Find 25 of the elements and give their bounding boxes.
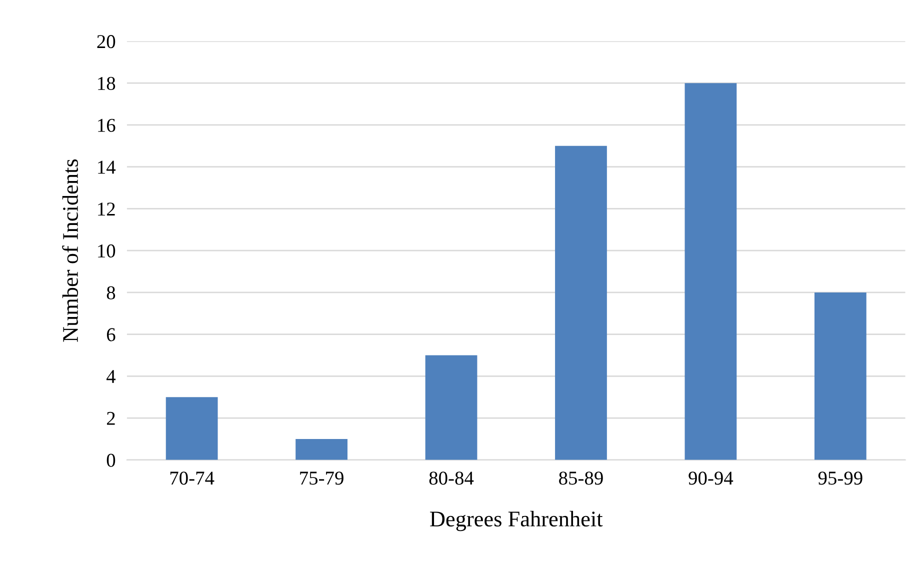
y-tick-label: 0 bbox=[106, 454, 116, 467]
y-tick-label: 12 bbox=[98, 202, 115, 216]
x-tick-label: 80-84 bbox=[429, 472, 474, 485]
y-tick-label: 6 bbox=[106, 328, 116, 342]
y-tick-label: 18 bbox=[98, 76, 116, 90]
y-tick-label: 14 bbox=[98, 160, 116, 174]
y-axis-title: Number of Incidents bbox=[62, 159, 78, 342]
bar bbox=[166, 397, 218, 460]
x-tick-label: 70-74 bbox=[170, 472, 214, 485]
y-tick-label: 2 bbox=[106, 412, 115, 425]
bar bbox=[425, 355, 478, 460]
bar bbox=[555, 146, 607, 460]
y-tick-label: 10 bbox=[98, 244, 116, 258]
x-tick-label: 95-99 bbox=[818, 472, 862, 485]
bar bbox=[684, 83, 737, 460]
bar bbox=[296, 438, 348, 460]
x-tick-label: 85-89 bbox=[559, 472, 603, 485]
y-tick-label: 8 bbox=[106, 286, 116, 300]
y-tick-label: 4 bbox=[106, 370, 116, 383]
x-tick-label: 90-94 bbox=[688, 472, 734, 485]
y-tick-label: 16 bbox=[98, 118, 116, 132]
x-axis-title: Degrees Fahrenheit bbox=[430, 510, 603, 532]
bar bbox=[814, 292, 866, 460]
x-tick-label: 75-79 bbox=[300, 472, 344, 485]
y-tick-label: 20 bbox=[97, 35, 116, 48]
